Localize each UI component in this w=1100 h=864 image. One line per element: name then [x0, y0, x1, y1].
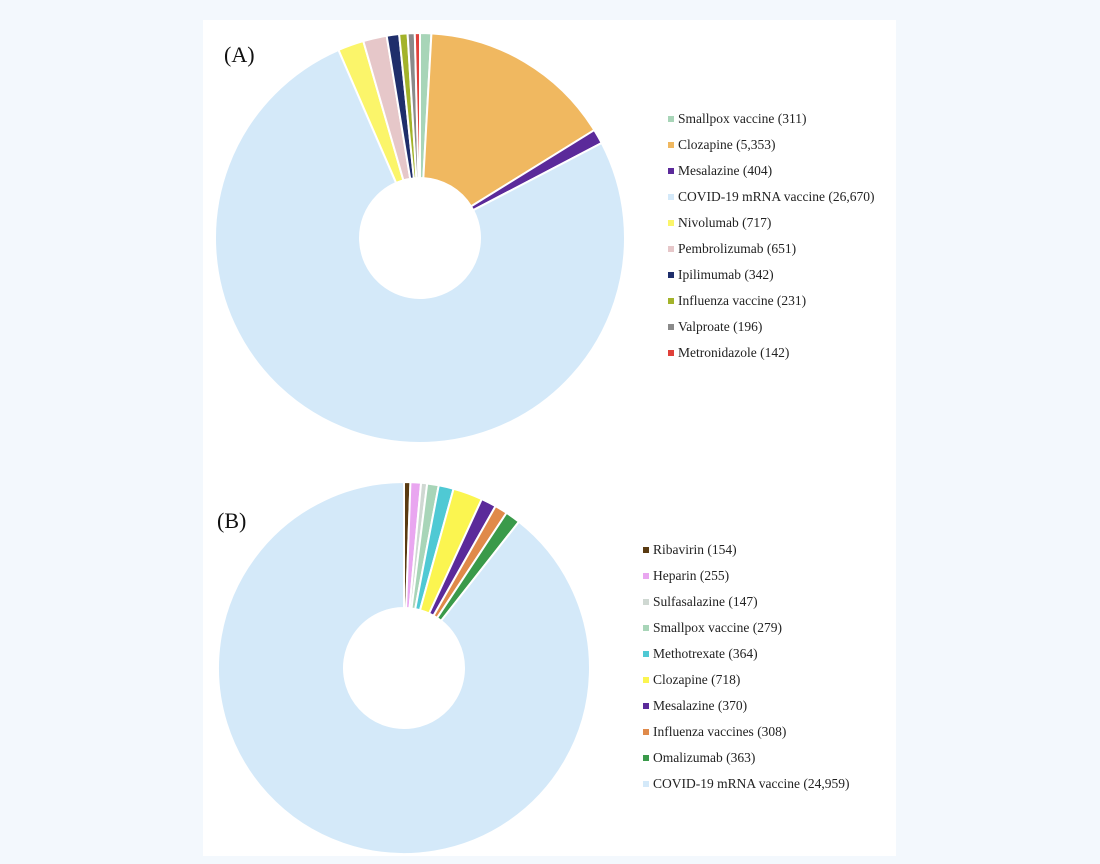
legend-a: Smallpox vaccine (311) Clozapine (5,353) M… — [668, 106, 874, 366]
legend-swatch — [643, 547, 649, 553]
panel-label-a: (A) — [224, 42, 255, 67]
legend-b-item-heparin: Heparin (255) — [643, 563, 849, 589]
legend-swatch — [668, 350, 674, 356]
legend-b-item-covid-19-mrna-vaccine: COVID-19 mRNA vaccine (24,959) — [643, 771, 849, 797]
legend-b-item-smallpox-vaccine: Smallpox vaccine (279) — [643, 615, 849, 641]
legend-label: Valproate (196) — [678, 319, 763, 334]
legend-a-item-valproate: Valproate (196) — [668, 314, 874, 340]
legend-label: Nivolumab (717) — [678, 215, 772, 230]
legend-swatch — [668, 272, 674, 278]
pie-a-slice-metronidazole — [413, 31, 421, 180]
legend-label: Smallpox vaccine (311) — [678, 111, 807, 126]
legend-a-item-covid-19-mrna-vaccine: COVID-19 mRNA vaccine (26,670) — [668, 184, 874, 210]
legend-b-item-sulfasalazine: Sulfasalazine (147) — [643, 589, 849, 615]
legend-b-item-clozapine: Clozapine (718) — [643, 667, 849, 693]
legend-label: Sulfasalazine (147) — [653, 594, 758, 609]
legend-a-item-nivolumab: Nivolumab (717) — [668, 210, 874, 236]
legend-a-item-pembrolizumab: Pembrolizumab (651) — [668, 236, 874, 262]
legend-swatch — [643, 599, 649, 605]
pie-a-slice-clozapine — [422, 32, 596, 208]
legend-b-item-omalizumab: Omalizumab (363) — [643, 745, 849, 771]
legend-label: COVID-19 mRNA vaccine (24,959) — [653, 776, 850, 791]
legend-a-item-influenza-vaccine: Influenza vaccine (231) — [668, 288, 874, 314]
legend-a-item-ipilimumab: Ipilimumab (342) — [668, 262, 874, 288]
legend-swatch — [643, 625, 649, 631]
pie-charts — [214, 31, 626, 855]
figure-panel: (A) (B) Smallpox vaccine (311) Clozapine … — [203, 20, 896, 856]
legend-label: Omalizumab (363) — [653, 750, 756, 765]
legend-swatch — [668, 142, 674, 148]
legend-swatch — [643, 781, 649, 787]
legend-swatch — [643, 677, 649, 683]
legend-b-item-influenza-vaccines: Influenza vaccines (308) — [643, 719, 849, 745]
legend-label: Influenza vaccine (231) — [678, 293, 807, 308]
legend-a-item-metronidazole: Metronidazole (142) — [668, 340, 874, 366]
legend-swatch — [643, 729, 649, 735]
legend-swatch — [668, 246, 674, 252]
panel-label-b: (B) — [217, 508, 247, 533]
legend-b-item-ribavirin: Ribavirin (154) — [643, 537, 849, 563]
legend-label: Clozapine (718) — [653, 672, 741, 687]
legend-label: Clozapine (5,353) — [678, 137, 776, 152]
legend-label: Metronidazole (142) — [678, 345, 790, 360]
legend-b-item-mesalazine: Mesalazine (370) — [643, 693, 849, 719]
pie-a-slice-covid-19-mrna-vaccine — [214, 48, 626, 444]
legend-swatch — [668, 168, 674, 174]
legend-label: Ipilimumab (342) — [678, 267, 774, 282]
legend-swatch — [668, 220, 674, 226]
legend-label: Methotrexate (364) — [653, 646, 758, 661]
legend-swatch — [643, 703, 649, 709]
legend-label: Mesalazine (404) — [678, 163, 773, 178]
legend-a-item-clozapine: Clozapine (5,353) — [668, 132, 874, 158]
legend-label: COVID-19 mRNA vaccine (26,670) — [678, 189, 875, 204]
legend-a-item-smallpox-vaccine: Smallpox vaccine (311) — [668, 106, 874, 132]
legend-b-item-methotrexate: Methotrexate (364) — [643, 641, 849, 667]
legend-b: Ribavirin (154) Heparin (255) Sulfasalazin… — [643, 537, 849, 797]
legend-label: Smallpox vaccine (279) — [653, 620, 782, 635]
legend-label: Influenza vaccines (308) — [653, 724, 787, 739]
legend-swatch — [668, 298, 674, 304]
legend-a-item-mesalazine: Mesalazine (404) — [668, 158, 874, 184]
legend-swatch — [643, 755, 649, 761]
legend-label: Pembrolizumab (651) — [678, 241, 797, 256]
legend-label: Mesalazine (370) — [653, 698, 748, 713]
legend-swatch — [643, 651, 649, 657]
legend-swatch — [668, 116, 674, 122]
legend-swatch — [668, 194, 674, 200]
pie-b-slice-covid-19-mrna-vaccine — [217, 480, 591, 855]
legend-swatch — [668, 324, 674, 330]
legend-swatch — [643, 573, 649, 579]
legend-label: Heparin (255) — [653, 568, 730, 583]
legend-label: Ribavirin (154) — [653, 542, 737, 557]
